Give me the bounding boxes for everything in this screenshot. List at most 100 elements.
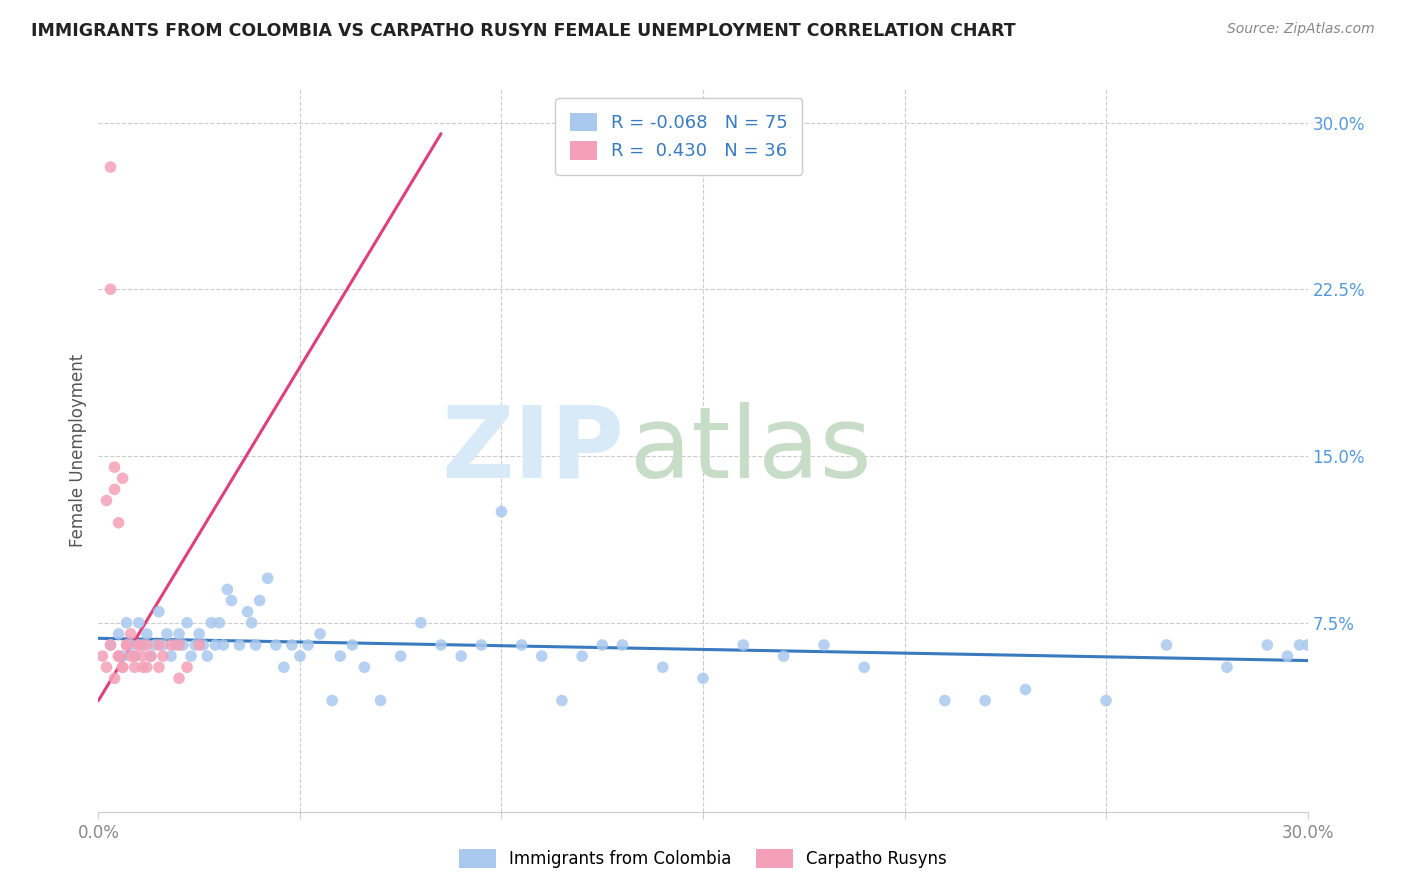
Point [1216, 660, 1239, 674]
Point [128, 638, 150, 652]
Point [245, 638, 267, 652]
Point [91, 649, 114, 664]
Point [236, 605, 259, 619]
Point [1296, 638, 1319, 652]
Point [139, 649, 162, 664]
Point [612, 638, 634, 652]
Point [167, 638, 190, 652]
Point [188, 627, 211, 641]
Point [103, 460, 125, 475]
Point [111, 660, 134, 674]
Y-axis label: Female Unemployment: Female Unemployment [69, 354, 87, 547]
Point [184, 638, 207, 652]
Point [208, 615, 231, 630]
Point [107, 516, 129, 530]
Point [188, 638, 211, 652]
Point [103, 483, 125, 497]
Point [132, 660, 155, 674]
Text: IMMIGRANTS FROM COLOMBIA VS CARPATHO RUSYN FEMALE UNEMPLOYMENT CORRELATION CHART: IMMIGRANTS FROM COLOMBIA VS CARPATHO RUS… [31, 22, 1015, 40]
Legend: R = -0.068   N = 75, R =  0.430   N = 36: R = -0.068 N = 75, R = 0.430 N = 36 [555, 98, 803, 175]
Point [273, 660, 295, 674]
Point [128, 638, 150, 652]
Point [510, 638, 533, 652]
Legend: Immigrants from Colombia, Carpatho Rusyns: Immigrants from Colombia, Carpatho Rusyn… [453, 842, 953, 875]
Point [115, 638, 138, 652]
Point [100, 282, 122, 296]
Point [1095, 693, 1118, 707]
Point [111, 471, 134, 485]
Point [120, 627, 142, 641]
Point [530, 649, 553, 664]
Point [240, 615, 263, 630]
Point [1156, 638, 1178, 652]
Point [111, 649, 134, 664]
Point [167, 627, 190, 641]
Point [163, 638, 186, 652]
Point [329, 649, 352, 664]
Point [135, 660, 157, 674]
Point [96, 493, 118, 508]
Point [430, 638, 453, 652]
Point [148, 605, 170, 619]
Point [1256, 638, 1278, 652]
Point [193, 638, 215, 652]
Point [651, 660, 673, 674]
Text: Source: ZipAtlas.com: Source: ZipAtlas.com [1227, 22, 1375, 37]
Point [132, 638, 155, 652]
Point [135, 638, 157, 652]
Point [212, 638, 235, 652]
Point [100, 160, 122, 174]
Point [176, 615, 198, 630]
Point [160, 638, 183, 652]
Point [152, 649, 174, 664]
Point [200, 615, 222, 630]
Point [204, 638, 226, 652]
Point [103, 671, 125, 685]
Point [128, 615, 150, 630]
Point [321, 693, 343, 707]
Point [221, 593, 243, 607]
Point [96, 660, 118, 674]
Point [264, 638, 287, 652]
Point [281, 638, 304, 652]
Text: atlas: atlas [630, 402, 872, 499]
Point [342, 638, 364, 652]
Point [853, 660, 876, 674]
Point [813, 638, 835, 652]
Point [934, 693, 956, 707]
Point [132, 649, 155, 664]
Point [309, 627, 332, 641]
Point [256, 571, 278, 585]
Point [115, 615, 138, 630]
Point [551, 693, 574, 707]
Point [249, 593, 271, 607]
Point [139, 649, 162, 664]
Point [148, 638, 170, 652]
Point [124, 649, 146, 664]
Point [297, 638, 319, 652]
Point [148, 660, 170, 674]
Point [124, 660, 146, 674]
Point [974, 693, 997, 707]
Point [491, 505, 513, 519]
Point [228, 638, 250, 652]
Point [143, 638, 166, 652]
Point [111, 660, 134, 674]
Point [167, 671, 190, 685]
Point [217, 582, 239, 597]
Point [353, 660, 375, 674]
Point [389, 649, 412, 664]
Point [172, 638, 194, 652]
Point [107, 627, 129, 641]
Point [450, 649, 472, 664]
Point [120, 638, 142, 652]
Point [733, 638, 755, 652]
Point [409, 615, 432, 630]
Point [1277, 649, 1299, 664]
Point [135, 627, 157, 641]
Point [120, 649, 142, 664]
Point [180, 649, 202, 664]
Point [591, 638, 613, 652]
Point [772, 649, 794, 664]
Point [152, 638, 174, 652]
